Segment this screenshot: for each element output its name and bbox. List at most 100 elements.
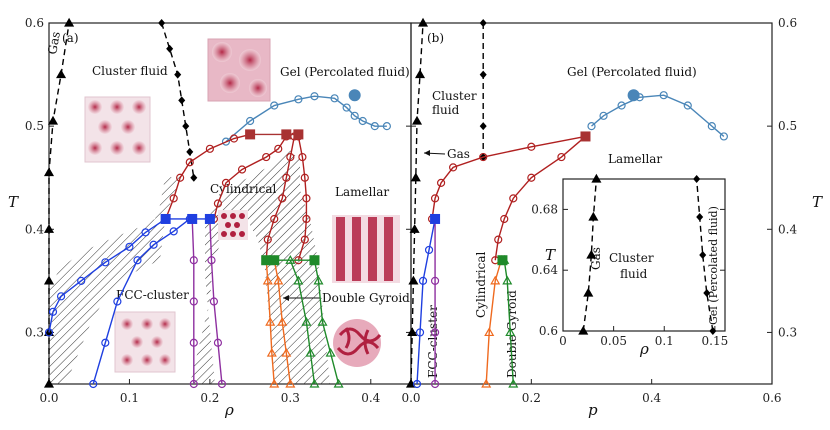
gyroid-arrowhead-a xyxy=(283,295,289,301)
data-point-circle xyxy=(294,95,303,104)
data-point-diamond xyxy=(693,175,701,183)
data-point-circle xyxy=(221,137,231,146)
data-point-circle xyxy=(430,194,440,203)
data-point-circle xyxy=(659,91,668,100)
data-point-square xyxy=(245,129,256,140)
data-point-circle xyxy=(89,379,98,389)
data-point-triangle xyxy=(407,327,418,337)
data-point-circle xyxy=(213,338,223,347)
data-point-triangle xyxy=(502,275,513,285)
data-point-circle xyxy=(527,142,536,151)
data-point-triangle xyxy=(417,17,429,27)
region-label-cluster-fluid-b-1: Cluster xyxy=(432,89,477,103)
series-line xyxy=(209,218,223,385)
data-point-circle xyxy=(300,235,309,244)
panel-b-frame xyxy=(410,22,773,385)
data-point-triangle xyxy=(591,173,602,183)
data-point-circle xyxy=(707,122,716,131)
data-point-square xyxy=(269,255,280,266)
data-point-circle xyxy=(494,235,503,244)
x-tick-label: 0.05 xyxy=(600,334,627,348)
data-point-triangle xyxy=(309,378,320,388)
region-label-lamellar-a: Lamellar xyxy=(335,185,389,199)
data-point-circle xyxy=(185,158,194,167)
data-point-triangle xyxy=(293,275,304,285)
data-point-circle xyxy=(48,307,58,316)
data-point-circle xyxy=(189,297,198,306)
data-point-triangle xyxy=(281,347,292,357)
lamellar-structure-image xyxy=(332,215,400,283)
data-point-circle xyxy=(500,214,509,224)
data-point-circle xyxy=(237,165,247,174)
series-line xyxy=(225,95,387,143)
y-tick-label: 0.6 xyxy=(539,324,558,338)
data-point-square xyxy=(261,255,272,266)
data-point-circle xyxy=(719,132,728,141)
inset-label-gel: Gel (Percolated fluid) xyxy=(707,206,720,325)
series-line xyxy=(297,136,308,261)
series-line xyxy=(92,218,191,385)
region-label-fcc-a: FCC-cluster xyxy=(116,288,189,302)
data-point-circle xyxy=(101,338,110,347)
data-point-circle xyxy=(213,199,223,208)
data-point-triangle xyxy=(505,327,516,337)
data-point-triangle xyxy=(305,347,316,357)
panel-a-xlabel: ρ xyxy=(224,401,234,419)
x-tick-label: 0 xyxy=(559,334,567,348)
y-tick-label: 0.5 xyxy=(778,119,797,133)
data-point-circle xyxy=(370,122,379,131)
data-point-diamond xyxy=(182,122,190,131)
region-label-cylindrical-b: Cylindrical xyxy=(474,252,488,318)
data-point-circle xyxy=(263,235,272,244)
data-point-triangle xyxy=(47,115,59,125)
x-tick-label: 0.2 xyxy=(200,391,219,405)
data-point-circle xyxy=(101,258,110,267)
data-point-circle xyxy=(133,256,142,265)
region-label-gas-b: Gas xyxy=(447,147,470,161)
region-label-lamellar-b: Lamellar xyxy=(608,152,662,166)
data-point-circle xyxy=(683,101,692,110)
series-line xyxy=(582,178,598,332)
critical-point xyxy=(348,89,361,102)
data-point-circle xyxy=(125,242,134,251)
series-line xyxy=(191,218,195,384)
data-point-circle xyxy=(286,152,295,162)
region-label-fcc-b: FCC-cluster xyxy=(426,305,440,378)
x-tick-label: 0.4 xyxy=(361,391,380,405)
y-tick-label: 0.4 xyxy=(778,222,797,236)
y-tick-label: 0.6 xyxy=(778,16,797,30)
gas-arrowhead-b xyxy=(424,150,430,156)
data-point-square xyxy=(497,255,508,266)
series-line xyxy=(313,260,340,385)
data-point-diamond xyxy=(158,19,166,27)
data-point-triangle xyxy=(43,167,55,177)
gel-cube-image xyxy=(207,38,271,102)
critical-point xyxy=(627,89,640,102)
data-point-triangle xyxy=(408,275,419,285)
data-point-diamond xyxy=(166,44,174,53)
data-point-square xyxy=(204,213,215,224)
data-point-triangle xyxy=(317,316,328,326)
data-point-triangle xyxy=(411,115,423,125)
data-point-circle xyxy=(262,152,271,162)
data-point-circle xyxy=(430,328,440,337)
data-point-triangle xyxy=(481,378,492,388)
y-tick-label: 0.68 xyxy=(531,202,558,216)
data-point-triangle xyxy=(277,316,288,326)
data-point-triangle xyxy=(313,275,324,285)
hatched-region-cyl xyxy=(190,150,330,384)
panel-b-label: (b) xyxy=(427,31,444,45)
data-point-triangle xyxy=(301,316,312,326)
data-point-circle xyxy=(229,134,239,143)
data-point-circle xyxy=(282,173,291,182)
x-tick-label: 0.4 xyxy=(642,391,661,405)
region-label-gel-a: Gel (Percolated fluid) xyxy=(280,65,410,79)
hatched-region-fcc xyxy=(49,175,185,384)
data-point-diamond xyxy=(186,147,194,156)
data-point-triangle xyxy=(586,249,597,259)
region-label-gel-b: Gel (Percolated fluid) xyxy=(567,65,697,79)
x-tick-label: 0.3 xyxy=(281,391,300,405)
data-point-circle xyxy=(587,122,596,131)
region-label-cluster-fluid-b-2: fluid xyxy=(432,103,460,117)
